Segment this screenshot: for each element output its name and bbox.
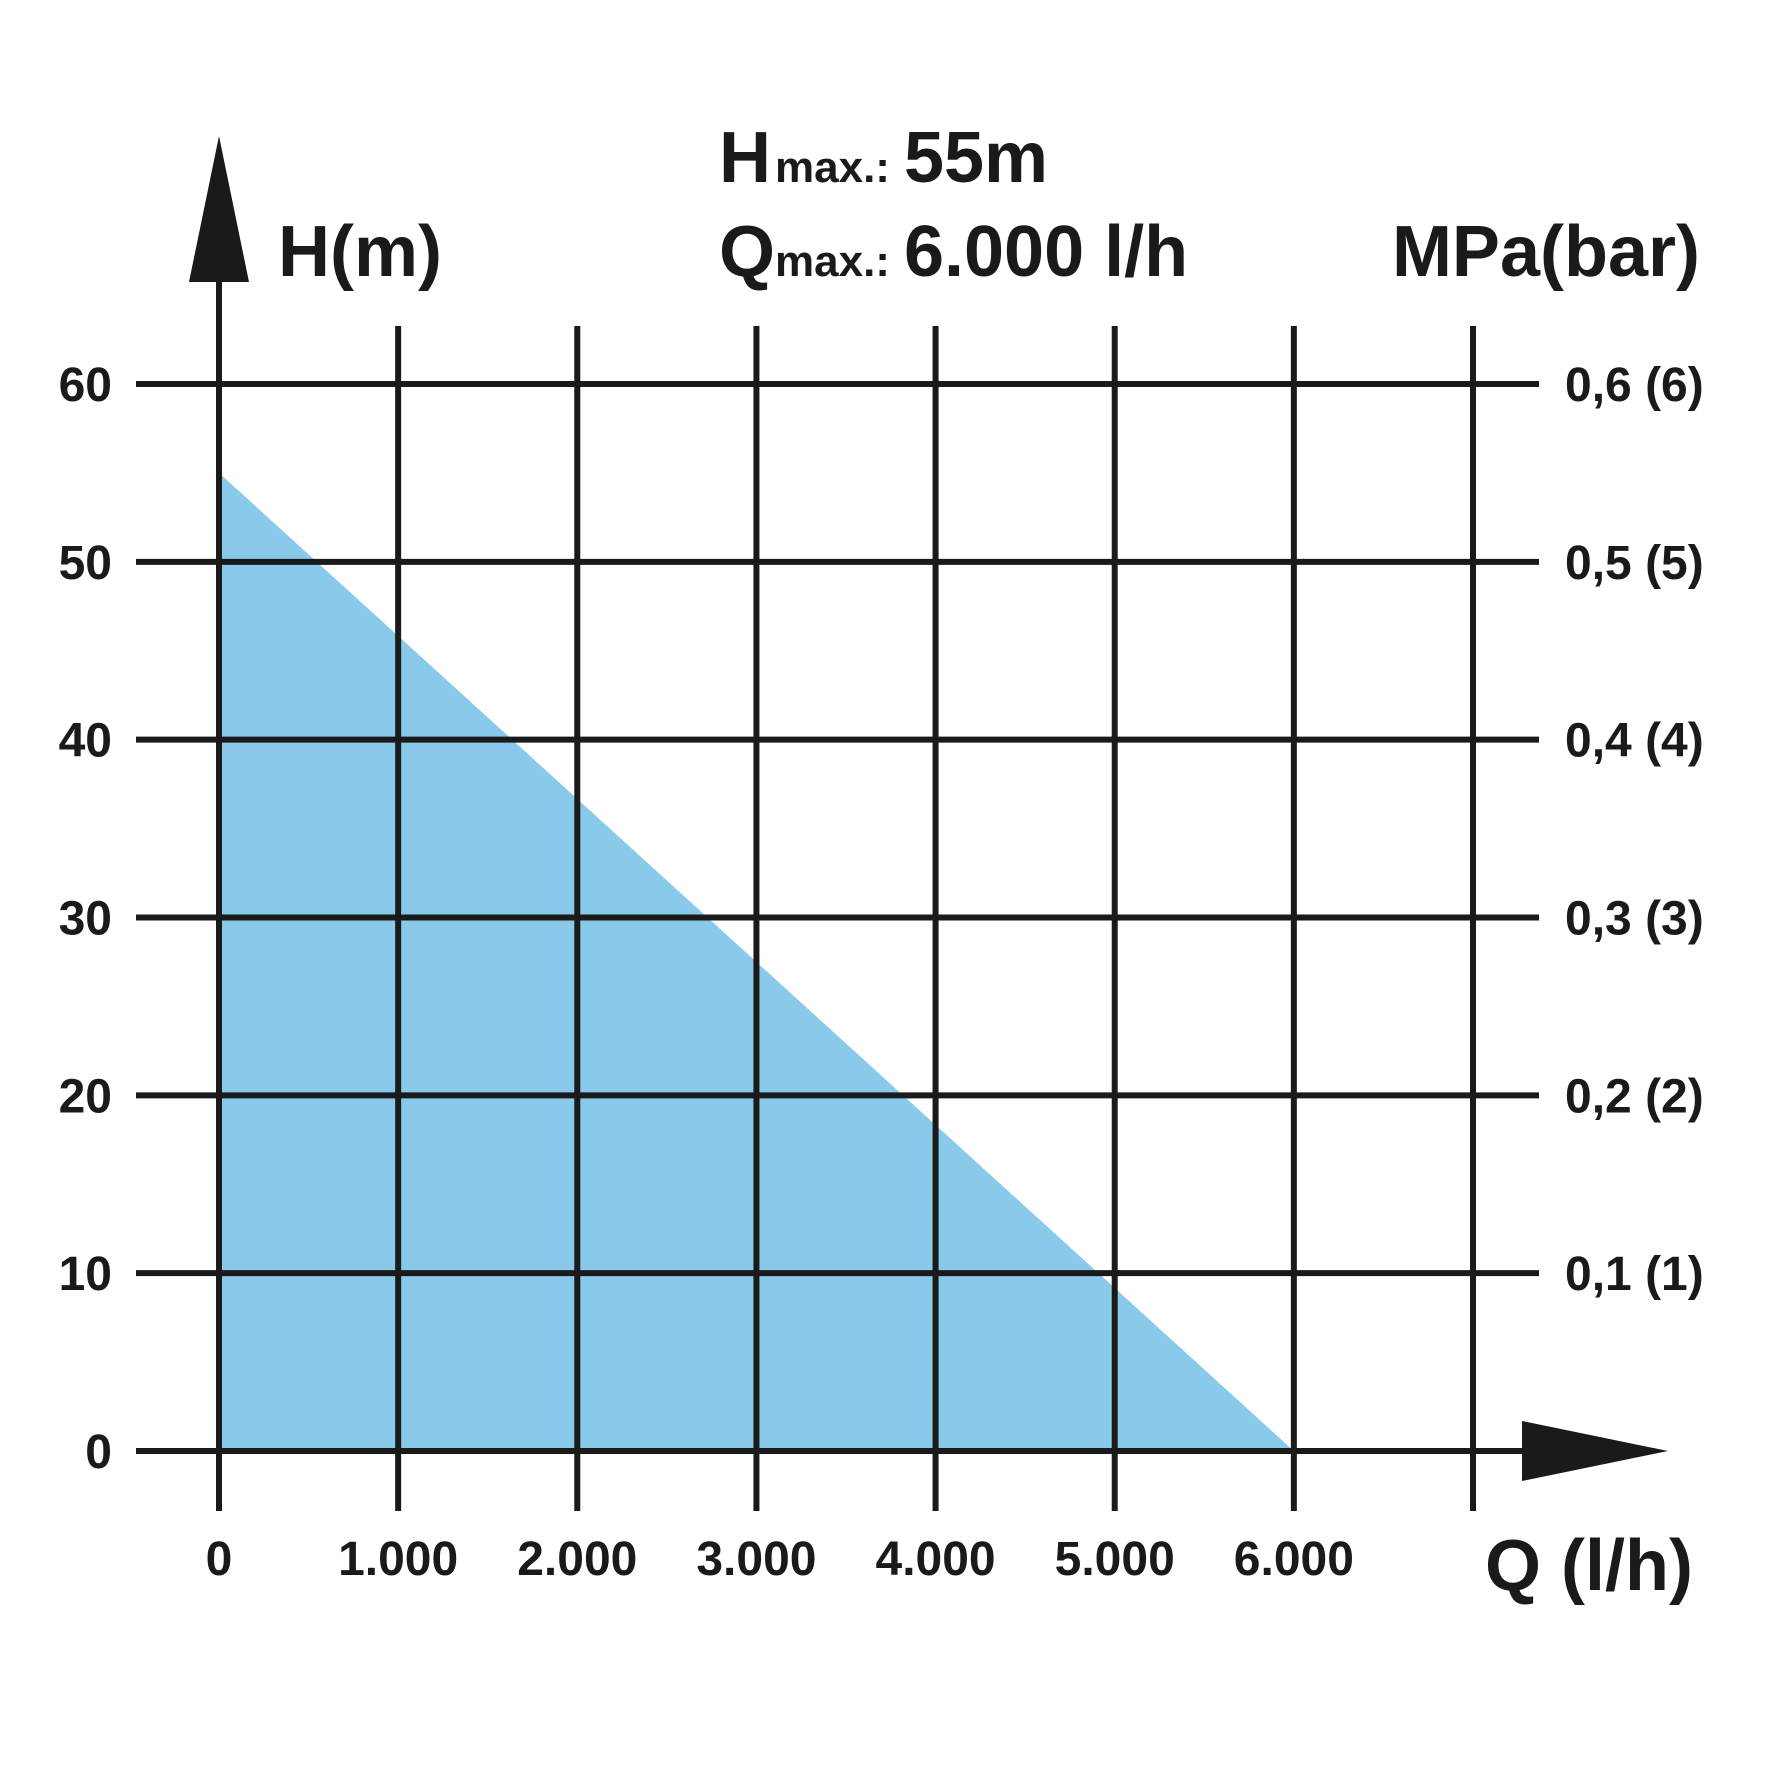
- y-tick-label: 0: [85, 1426, 112, 1479]
- y-axis-arrow: [189, 136, 249, 282]
- annotation-value: 6.000 l/h: [904, 212, 1188, 292]
- qmax-annotation: Qmax.: 6.000 l/h: [719, 212, 1188, 292]
- x-tick-label: 4.000: [876, 1533, 996, 1586]
- symbol: Q: [719, 212, 775, 292]
- subscript: max.:: [775, 237, 890, 286]
- y2-tick-label: 0,4 (4): [1565, 715, 1704, 768]
- y2-tick-label: 0,2 (2): [1565, 1070, 1704, 1123]
- y-tick-label: 20: [59, 1070, 112, 1123]
- y-axis-label: H(m): [278, 212, 442, 292]
- y-tick-label: 30: [59, 893, 112, 946]
- y2-axis-label: MPa(bar): [1392, 212, 1700, 292]
- x-axis-label: Q (l/h): [1485, 1526, 1693, 1606]
- x-tick-label: 5.000: [1055, 1533, 1175, 1586]
- x-tick-label: 2.000: [517, 1533, 637, 1586]
- x-tick-label: 1.000: [338, 1533, 458, 1586]
- y2-tick-label: 0,5 (5): [1565, 537, 1704, 590]
- hmax-annotation: Hmax.: 55m: [719, 118, 1048, 198]
- x-tick-label: 0: [206, 1533, 233, 1586]
- y2-tick-label: 0,6 (6): [1565, 359, 1704, 412]
- x-axis-arrow: [1522, 1421, 1668, 1481]
- subscript: max.:: [775, 143, 890, 192]
- y-tick-label: 60: [59, 359, 112, 412]
- y-tick-label: 40: [59, 715, 112, 768]
- y-tick-label: 10: [59, 1248, 112, 1301]
- x-tick-label: 3.000: [696, 1533, 816, 1586]
- y2-tick-label: 0,3 (3): [1565, 893, 1704, 946]
- annotation-value: 55m: [904, 118, 1048, 198]
- symbol: H: [719, 118, 771, 198]
- y-tick-label: 50: [59, 537, 112, 590]
- y2-tick-label: 0,1 (1): [1565, 1248, 1704, 1301]
- x-tick-label: 6.000: [1234, 1533, 1354, 1586]
